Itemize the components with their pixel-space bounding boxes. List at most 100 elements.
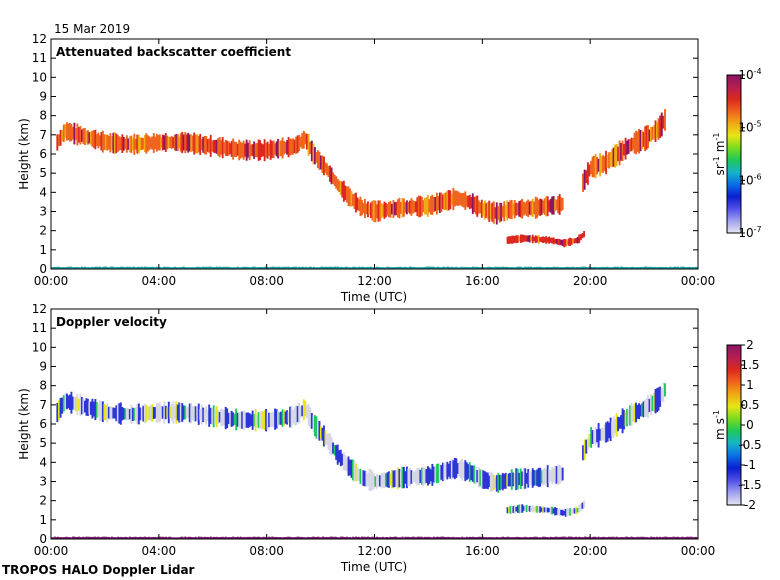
backscatter-data-cell [371,200,374,221]
velocity-data-cell [194,406,197,422]
backscatter-data-cell [599,153,602,177]
velocity-ytick-label: 5 [39,436,47,450]
backscatter-colorbar-ticks: 10-410-510-610-7 [738,67,761,240]
backscatter-data-cell [115,267,118,269]
backscatter-data-cell [143,135,146,152]
backscatter-data-cell [272,140,275,159]
backscatter-data-cell [310,140,313,162]
velocity-data-cell [635,537,637,539]
velocity-data-cell [268,412,271,428]
velocity-data-cell [473,536,476,539]
backscatter-data-cell [488,200,491,222]
backscatter-data-cell [82,128,85,144]
velocity-data-cell [229,537,232,539]
backscatter-data-cell [410,198,413,216]
velocity-data-cell [68,537,71,539]
velocity-data-cell [395,536,398,539]
velocity-data-cell [185,537,188,539]
backscatter-data-cell [516,203,519,215]
velocity-data-cell [82,398,85,415]
backscatter-data-cell [489,204,492,220]
velocity-data-cell [161,406,164,419]
velocity-data-cell [501,536,504,539]
velocity-data-cell [378,537,381,539]
backscatter-data-cell [59,130,62,146]
velocity-data-cell [440,464,443,480]
backscatter-data-cell [169,267,172,269]
velocity-data-cell [290,405,293,428]
velocity-data-cell [407,536,410,539]
backscatter-data-cell [286,266,289,269]
backscatter-data-cell [374,200,377,223]
backscatter-data-cell [555,266,558,269]
backscatter-data-cell [572,238,575,244]
velocity-data-cell [221,409,224,426]
velocity-data-cell [206,409,209,422]
backscatter-data-cell [657,266,660,269]
velocity-data-cell [137,403,140,425]
backscatter-data-cell [533,236,536,242]
backscatter-data-cell [158,134,161,151]
velocity-data-cell [572,537,575,539]
backscatter-data-cell [256,267,259,269]
velocity-data-cell [121,406,124,421]
velocity-data-cell [548,537,551,539]
backscatter-data-cell [404,266,407,269]
velocity-data-cell [290,537,293,539]
backscatter-data-cell [281,266,284,269]
velocity-data-cell [361,469,363,486]
velocity-data-cell [124,408,127,420]
backscatter-data-cell [393,267,396,269]
backscatter-data-cell [233,141,236,157]
velocity-data-cell [689,536,691,539]
backscatter-data-cell [665,266,667,269]
backscatter-data-cell [507,267,510,269]
velocity-data-cell [334,536,336,539]
backscatter-data-cell [218,266,221,269]
velocity-data-cell [59,537,62,539]
velocity-data-cell [361,536,363,539]
velocity-data-cell [405,536,408,539]
velocity-data-cell [68,394,71,410]
backscatter-data-cell [118,267,121,269]
backscatter-data-cell [485,203,488,218]
backscatter-data-cell [471,193,474,214]
backscatter-data-cell [149,267,152,269]
velocity-data-cell [97,536,100,539]
velocity-data-cell [443,536,446,539]
backscatter-data-cell [521,198,524,219]
velocity-data-cell [636,536,639,539]
backscatter-data-cell [101,130,104,153]
velocity-data-cell [370,469,372,492]
velocity-data-cell [356,536,359,539]
backscatter-data-cell [236,143,239,156]
backscatter-data-cell [641,266,643,269]
backscatter-data-cell [140,137,143,150]
backscatter-data-cell [497,206,500,220]
velocity-data-cell [583,439,586,460]
velocity-data-cell [492,475,495,491]
velocity-ytick-label: 11 [32,321,47,335]
backscatter-data-cell [492,201,495,224]
backscatter-data-cell [483,200,486,220]
backscatter-data-cell [284,266,287,269]
velocity-data-cell [621,537,624,539]
backscatter-data-cell [280,140,283,157]
backscatter-data-cell [298,266,301,269]
backscatter-data-cell [76,266,79,269]
backscatter-data-cell [298,134,301,152]
velocity-data-cell [250,537,253,539]
velocity-data-cell [106,403,109,423]
velocity-data-cell [498,474,501,491]
velocity-data-cell [342,452,345,471]
velocity-data-cell [160,405,163,420]
velocity-data-cell [339,449,342,467]
backscatter-data-cell [86,130,89,145]
velocity-data-cell [202,537,205,539]
backscatter-data-cell [373,267,375,269]
velocity-data-cell [495,536,498,539]
velocity-data-cell [596,429,599,443]
backscatter-data-cell [309,141,312,155]
velocity-data-cell [375,474,378,489]
velocity-data-cell [393,536,396,539]
